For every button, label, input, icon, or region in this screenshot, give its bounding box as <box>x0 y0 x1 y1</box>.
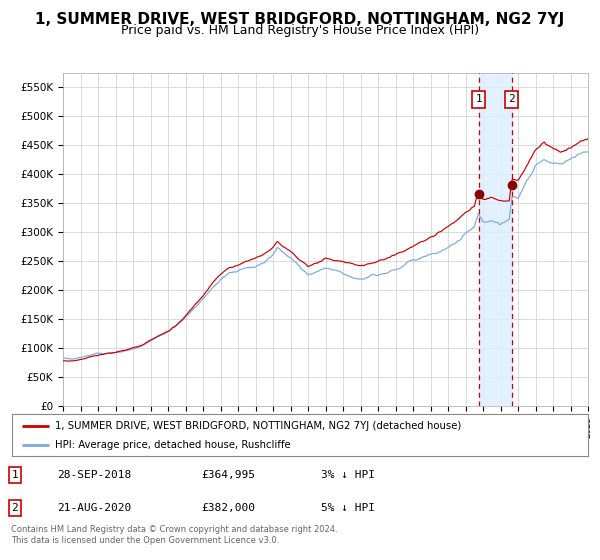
Text: Contains HM Land Registry data © Crown copyright and database right 2024.
This d: Contains HM Land Registry data © Crown c… <box>11 525 337 545</box>
Text: 2: 2 <box>509 95 515 105</box>
Text: 1: 1 <box>11 470 19 480</box>
Text: Price paid vs. HM Land Registry's House Price Index (HPI): Price paid vs. HM Land Registry's House … <box>121 24 479 36</box>
Text: 1, SUMMER DRIVE, WEST BRIDGFORD, NOTTINGHAM, NG2 7YJ (detached house): 1, SUMMER DRIVE, WEST BRIDGFORD, NOTTING… <box>55 421 461 431</box>
Text: 2: 2 <box>11 503 19 513</box>
Text: £382,000: £382,000 <box>201 503 255 513</box>
Text: 1: 1 <box>475 95 482 105</box>
Text: 1, SUMMER DRIVE, WEST BRIDGFORD, NOTTINGHAM, NG2 7YJ: 1, SUMMER DRIVE, WEST BRIDGFORD, NOTTING… <box>35 12 565 27</box>
Text: £364,995: £364,995 <box>201 470 255 480</box>
Text: 21-AUG-2020: 21-AUG-2020 <box>57 503 131 513</box>
Text: 3% ↓ HPI: 3% ↓ HPI <box>321 470 375 480</box>
Text: HPI: Average price, detached house, Rushcliffe: HPI: Average price, detached house, Rush… <box>55 440 291 450</box>
Text: 5% ↓ HPI: 5% ↓ HPI <box>321 503 375 513</box>
Text: 28-SEP-2018: 28-SEP-2018 <box>57 470 131 480</box>
Bar <box>479 73 512 406</box>
